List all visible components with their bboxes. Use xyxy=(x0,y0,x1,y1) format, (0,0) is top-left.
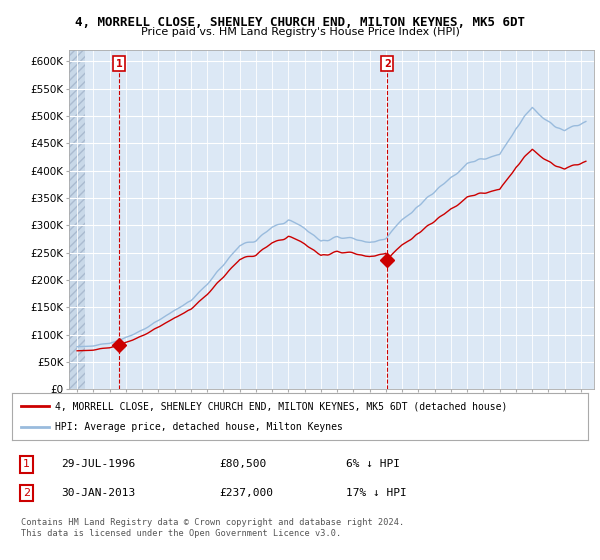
Text: 1: 1 xyxy=(23,459,30,469)
Text: £237,000: £237,000 xyxy=(220,488,274,498)
Text: 1: 1 xyxy=(116,59,122,69)
Text: 17% ↓ HPI: 17% ↓ HPI xyxy=(346,488,407,498)
Text: 2: 2 xyxy=(23,488,30,498)
Text: Contains HM Land Registry data © Crown copyright and database right 2024.
This d: Contains HM Land Registry data © Crown c… xyxy=(20,519,404,538)
Text: Price paid vs. HM Land Registry's House Price Index (HPI): Price paid vs. HM Land Registry's House … xyxy=(140,27,460,37)
Text: 4, MORRELL CLOSE, SHENLEY CHURCH END, MILTON KEYNES, MK5 6DT (detached house): 4, MORRELL CLOSE, SHENLEY CHURCH END, MI… xyxy=(55,401,508,411)
Text: 30-JAN-2013: 30-JAN-2013 xyxy=(61,488,135,498)
Text: HPI: Average price, detached house, Milton Keynes: HPI: Average price, detached house, Milt… xyxy=(55,422,343,432)
Text: 6% ↓ HPI: 6% ↓ HPI xyxy=(346,459,400,469)
Bar xyxy=(69,50,85,389)
Text: 29-JUL-1996: 29-JUL-1996 xyxy=(61,459,135,469)
Text: 4, MORRELL CLOSE, SHENLEY CHURCH END, MILTON KEYNES, MK5 6DT: 4, MORRELL CLOSE, SHENLEY CHURCH END, MI… xyxy=(75,16,525,29)
Text: 2: 2 xyxy=(384,59,391,69)
Text: £80,500: £80,500 xyxy=(220,459,266,469)
